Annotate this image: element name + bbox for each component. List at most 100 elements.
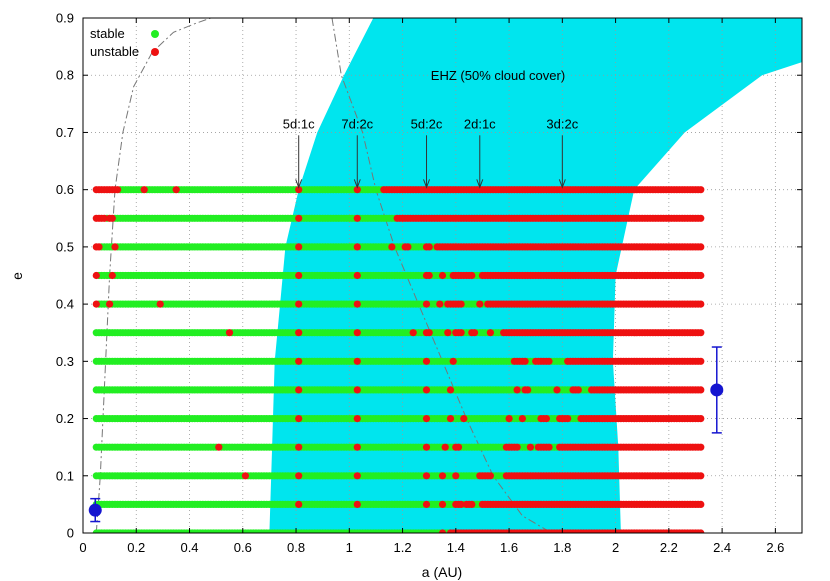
y-tick-label: 0.8 xyxy=(56,68,74,83)
x-tick-label: 2 xyxy=(612,540,619,555)
unstable-point xyxy=(697,500,705,508)
unstable-point xyxy=(422,300,431,308)
unstable-point xyxy=(438,271,447,280)
unstable-point xyxy=(353,243,361,251)
resonance-arrowhead xyxy=(423,179,430,189)
planets xyxy=(88,346,724,523)
y-tick-label: 0.3 xyxy=(56,354,74,369)
resonance-arrowhead xyxy=(295,179,303,189)
resonance-label: 5d:1c xyxy=(283,116,315,131)
unstable-point xyxy=(697,329,705,337)
unstable-point xyxy=(425,243,433,251)
unstable-point xyxy=(697,386,705,394)
unstable-point xyxy=(422,500,431,508)
ehz-label: EHZ (50% cloud cover) xyxy=(431,68,565,83)
unstable-point xyxy=(425,329,433,337)
resonance-label: 5d:2c xyxy=(411,116,443,131)
x-tick-label: 0.2 xyxy=(127,540,145,555)
x-tick-label: 1.8 xyxy=(553,540,571,555)
unstable-point xyxy=(438,500,447,508)
unstable-point xyxy=(545,357,553,365)
unstable-point xyxy=(470,329,479,337)
unstable-point xyxy=(353,186,361,194)
unstable-point xyxy=(518,415,527,423)
unstable-point xyxy=(446,386,455,394)
unstable-point xyxy=(697,443,705,451)
unstable-point xyxy=(111,243,119,251)
unstable-point xyxy=(140,186,148,194)
unstable-point xyxy=(449,357,457,365)
x-tick-label: 0.4 xyxy=(180,540,198,555)
y-tick-label: 0 xyxy=(67,526,74,541)
unstable-point xyxy=(452,472,460,480)
planet-point xyxy=(710,383,724,397)
unstable-point xyxy=(545,443,553,451)
unstable-point xyxy=(295,443,303,451)
unstable-point xyxy=(444,329,452,337)
x-tick-label: 1.4 xyxy=(447,540,465,555)
x-tick-label: 1 xyxy=(346,540,353,555)
unstable-point xyxy=(353,500,361,508)
unstable-point xyxy=(564,415,572,423)
unstable-point xyxy=(697,214,705,222)
unstable-point xyxy=(409,329,417,337)
unstable-point xyxy=(513,386,521,394)
unstable-point xyxy=(697,415,705,423)
unstable-point xyxy=(697,186,705,194)
unstable-point xyxy=(457,300,465,308)
unstable-point xyxy=(425,271,433,280)
y-tick-label: 0.1 xyxy=(56,468,74,483)
unstable-point xyxy=(295,415,303,423)
unstable-point xyxy=(697,472,705,480)
unstable-point xyxy=(476,300,484,308)
axis-ticks: 0 0.2 0.4 0.6 0.8 1 1.2 1.4 1.6 1.8 2 2.2 2.4 2.6 0 0.1… xyxy=(56,11,802,555)
unstable-point xyxy=(353,415,361,423)
stability-dots xyxy=(92,186,705,533)
x-tick-label: 2.4 xyxy=(713,540,731,555)
unstable-point xyxy=(524,386,532,394)
unstable-point xyxy=(295,329,303,337)
unstable-point xyxy=(156,300,164,308)
y-tick-label: 0.9 xyxy=(56,11,74,26)
unstable-point xyxy=(486,472,494,480)
unstable-point xyxy=(486,329,494,337)
unstable-point xyxy=(353,300,361,308)
unstable-point xyxy=(446,415,455,423)
resonance-label: 2d:1c xyxy=(464,116,496,131)
unstable-point xyxy=(505,415,513,423)
x-tick-label: 0.8 xyxy=(287,540,305,555)
unstable-point xyxy=(422,443,431,451)
unstable-point xyxy=(295,472,303,480)
unstable-point xyxy=(353,214,361,222)
unstable-point xyxy=(353,443,361,451)
resonance-arrowhead xyxy=(558,179,566,189)
resonance-markers: 5d:1c 7d:2c 5d:2c 2d:1c 3d:2c xyxy=(283,116,579,189)
unstable-point xyxy=(697,243,705,251)
unstable-point xyxy=(92,300,100,308)
unstable-point xyxy=(295,357,303,365)
unstable-point xyxy=(574,386,582,394)
legend-swatch-unstable xyxy=(151,48,159,56)
unstable-point xyxy=(513,443,521,451)
resonance-arrowhead xyxy=(353,179,361,189)
unstable-point xyxy=(172,186,180,194)
unstable-point xyxy=(436,300,444,308)
unstable-point xyxy=(422,472,431,480)
unstable-point xyxy=(404,243,412,251)
unstable-point xyxy=(457,329,465,337)
unstable-point xyxy=(108,214,116,222)
unstable-point xyxy=(521,357,529,365)
unstable-point xyxy=(542,415,551,423)
resonance-arrowhead xyxy=(476,179,484,189)
unstable-point xyxy=(468,500,476,508)
unstable-point xyxy=(454,443,463,451)
unstable-point xyxy=(114,186,122,194)
unstable-point xyxy=(353,329,361,337)
unstable-point xyxy=(215,443,223,451)
unstable-point xyxy=(353,357,361,365)
x-tick-label: 0.6 xyxy=(234,540,252,555)
x-tick-label: 1.6 xyxy=(500,540,518,555)
plot-frame xyxy=(82,17,803,534)
unstable-point xyxy=(422,415,431,423)
